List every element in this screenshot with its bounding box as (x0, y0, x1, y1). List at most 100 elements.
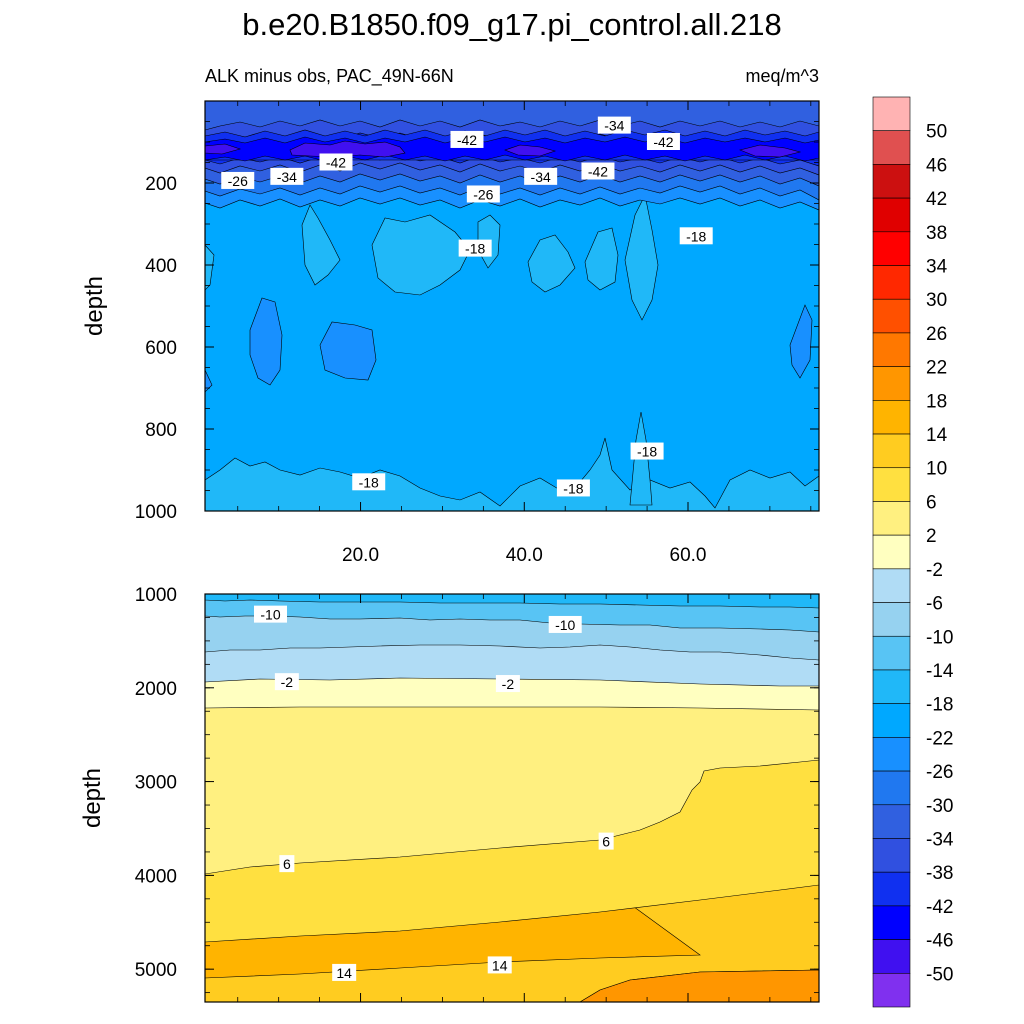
colorbar-label: -2 (926, 560, 943, 581)
upper-contour-label-bg (646, 133, 680, 150)
upper-contour-label-bg (270, 167, 304, 185)
colorbar-label: 46 (926, 155, 947, 176)
lower-plot-frame (204, 593, 820, 1003)
lower-contour-label: 6 (283, 856, 291, 872)
colorbar-label: -42 (926, 897, 953, 918)
upper-y-tick-label: 1000 (135, 502, 177, 523)
colorbar-label: -50 (926, 964, 953, 985)
lower-contour-label: 14 (336, 965, 352, 981)
colorbar-label: 50 (926, 122, 947, 143)
colorbar-swatch (872, 534, 911, 570)
upper-contour-label-bg (466, 185, 500, 203)
upper-contour-label: -34 (277, 169, 297, 185)
units-label: meq/m^3 (746, 66, 819, 86)
lower-contour-label-bg (598, 832, 614, 850)
upper-contour-label: -18 (563, 480, 583, 496)
colorbar-swatch (872, 770, 911, 806)
colorbar-swatch (872, 939, 911, 974)
colorbar-swatch (872, 366, 911, 401)
lower-contour-label-bg (279, 855, 295, 873)
upper-contour-label-bg (556, 479, 590, 497)
upper-y-axis-label: depth (81, 276, 108, 336)
upper-x-tick-label: 40.0 (506, 545, 543, 566)
colorbar-label: 18 (926, 391, 947, 412)
fill-level-minus50-core4 (205, 143, 242, 155)
colorbar-label: -30 (926, 796, 953, 817)
colorbar: 50 46 42 38 34 30 26 22 18 14 10 6 2 -2 -6 -10 -14 -18 -22… (872, 96, 954, 1008)
upper-contour-label-bg (679, 227, 713, 245)
upper-contour-label: -34 (604, 118, 624, 134)
upper-contour-label: -42 (653, 134, 673, 150)
lower-y-tick-label: 1000 (135, 585, 177, 606)
upper-contour-label: -18 (465, 241, 485, 257)
upper-contour-labels: -42 -34 -42 -42 -26 -34 -34 -42 -26 -18 -18 -18 -18 -… (221, 116, 713, 497)
fill-level-minus22-blob4 (205, 369, 213, 393)
lower-contour-label: -10 (555, 617, 575, 633)
lower-contour-label: -10 (260, 607, 280, 623)
colorbar-swatch (872, 501, 911, 536)
fill-level-minus14-blob6 (624, 194, 659, 321)
upper-contour-label-bg (597, 116, 631, 134)
lower-contour-label: -2 (281, 674, 294, 690)
colorbar-label: -22 (926, 728, 953, 749)
colorbar-label: -10 (926, 627, 953, 648)
colorbar-swatch (872, 400, 911, 435)
upper-contour-label: -18 (359, 474, 379, 490)
colorbar-label: 42 (926, 189, 947, 210)
fill-level-minus14-blob2 (371, 214, 471, 296)
colorbar-swatch (872, 164, 911, 199)
upper-contour-label-bg (524, 167, 558, 185)
lower-y-tick-label: 2000 (135, 679, 177, 700)
upper-contour-label-bg (221, 171, 255, 189)
upper-y-tick-label: 400 (145, 256, 177, 277)
upper-contour-label: -42 (588, 164, 608, 180)
colorbar-swatch (872, 838, 911, 873)
colorbar-swatch (872, 703, 911, 738)
upper-contour-label-bg (458, 239, 492, 257)
fill-level-minus22-blob3 (789, 304, 813, 379)
fill-level-minus22-blob1 (249, 297, 283, 386)
upper-contour-label: -18 (686, 228, 706, 244)
colorbar-label: -46 (926, 931, 953, 952)
colorbar-label: -6 (926, 594, 943, 615)
colorbar-label: -14 (926, 661, 954, 682)
fill-level-minus14-blob7 (205, 244, 215, 291)
colorbar-label: -38 (926, 863, 953, 884)
colorbar-label: 26 (926, 324, 947, 345)
fill-level-minus14-blob1 (301, 204, 341, 286)
colorbar-swatch (872, 130, 911, 165)
fill-level-minus14-blob5 (584, 227, 619, 291)
lower-contour-label-bg (487, 956, 512, 974)
lower-contour-label: 6 (602, 834, 610, 850)
upper-contour-label: -26 (473, 186, 493, 202)
lower-contour-label-bg (274, 673, 299, 691)
upper-contour-label-bg (319, 153, 353, 171)
colorbar-swatch (872, 871, 911, 907)
colorbar-label: 30 (926, 290, 947, 311)
colorbar-swatch (872, 231, 911, 266)
colorbar-swatch (872, 197, 911, 233)
chart-subtitle: ALK minus obs, PAC_49N-66N (205, 66, 454, 87)
lower-y-tick-label: 3000 (135, 773, 177, 794)
chart-title: b.e20.B1850.f09_g17.pi_control.all.218 (242, 7, 782, 42)
colorbar-label: 6 (926, 492, 937, 513)
colorbar-label: 10 (926, 459, 947, 480)
colorbar-label: -26 (926, 762, 953, 783)
lower-contour-label-bg (495, 675, 520, 693)
upper-contour-label-bg (630, 442, 664, 460)
colorbar-swatch (872, 804, 911, 839)
upper-x-tick-label: 60.0 (670, 545, 707, 566)
lower-y-tick-label: 4000 (135, 866, 177, 887)
upper-y-tick-label: 600 (145, 338, 177, 359)
upper-contour-label-bg (450, 130, 484, 148)
upper-contour-label-bg (352, 473, 386, 491)
upper-contour-label: -42 (326, 155, 346, 171)
lower-y-axis-label: depth (79, 768, 106, 828)
lower-y-tick-label: 5000 (135, 960, 177, 981)
colorbar-swatch (872, 737, 911, 772)
lower-contour-label-bg (332, 963, 357, 981)
colorbar-swatch (872, 568, 911, 603)
colorbar-label: 22 (926, 358, 947, 379)
